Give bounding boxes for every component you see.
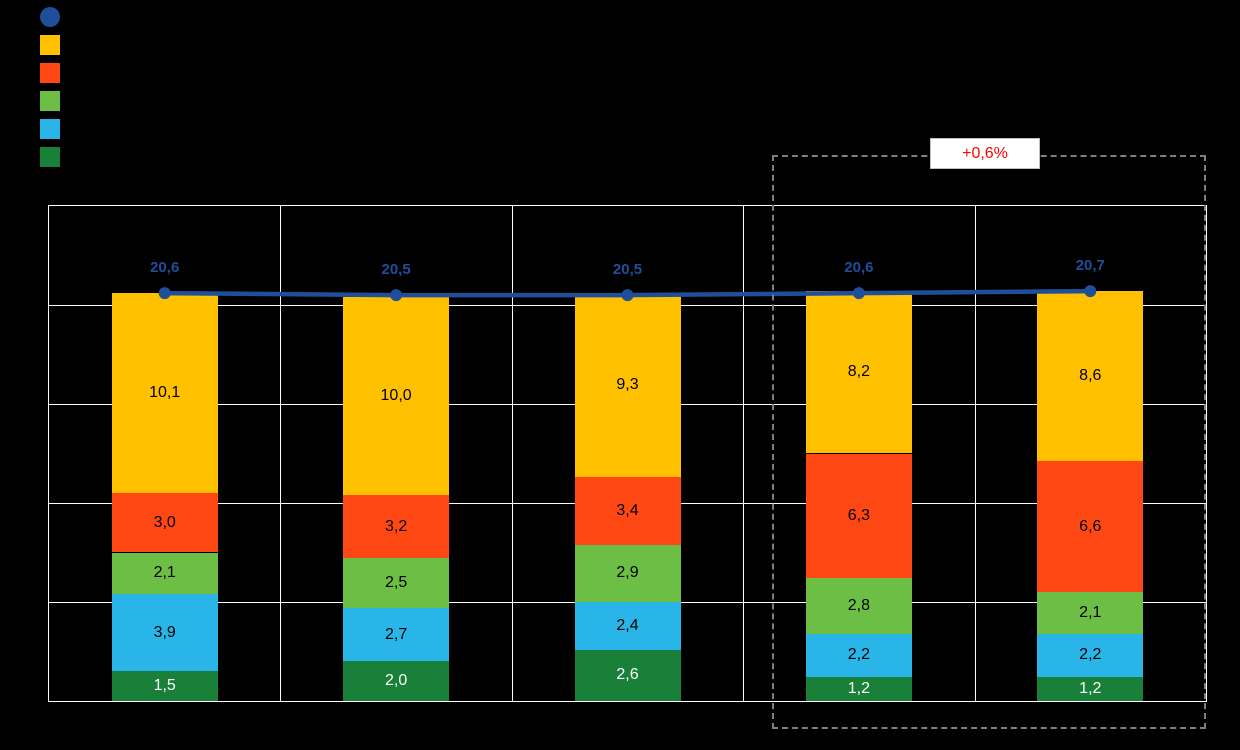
bar-segment-value: 2,0	[384, 672, 408, 690]
bar-segment-value: 2,2	[847, 646, 871, 664]
delta-annotation-label: +0,6%	[962, 144, 1008, 162]
plot-area: 1,5 3,9 2,1 3,0 10,1 2,0 2,7 2,5 3,2 10,0 2,6 2,4 2,…	[48, 205, 1207, 702]
bar-segment-value: 3,4	[616, 501, 639, 519]
gridline-vertical	[743, 206, 745, 701]
bar-segment-dark-green: 2,6	[574, 649, 681, 701]
total-line-marker	[621, 289, 634, 302]
bar-segment-value: 3,9	[153, 623, 176, 641]
bar-segment-green: 2,5	[343, 558, 450, 608]
bar-segment-light-blue: 2,7	[343, 607, 450, 662]
bar-segment-value: 2,9	[616, 564, 639, 582]
orange-series-swatch	[40, 63, 60, 83]
bar-segment-value: 2,8	[847, 596, 871, 614]
bar-segment-green: 2,1	[1037, 592, 1144, 634]
chart-legend	[40, 7, 62, 175]
bar-segment-dark-green: 1,2	[805, 677, 912, 701]
darkgreen-series-swatch	[40, 147, 60, 167]
bar-segment-orange: 3,2	[343, 495, 450, 559]
bar-segment-value: 1,2	[1079, 680, 1102, 698]
bar-segment-value: 3,2	[384, 517, 408, 535]
bar-segment-value: 2,4	[616, 616, 639, 634]
bar-segment-dark-green: 1,5	[111, 671, 218, 701]
delta-annotation: +0,6%	[930, 138, 1040, 169]
bar-segment-value: 10,1	[149, 384, 181, 402]
bar-segment-yellow: 10,0	[343, 297, 450, 496]
bar-segment-yellow: 8,6	[1037, 291, 1144, 462]
total-line-value: 20,5	[381, 261, 411, 279]
total-line-value: 20,6	[844, 259, 874, 277]
bar-segment-value: 3,0	[153, 513, 176, 531]
total-line-value: 20,6	[150, 259, 180, 277]
gridline-vertical	[974, 206, 976, 701]
bar-segment-yellow: 8,2	[805, 291, 912, 454]
bar-segment-yellow: 10,1	[111, 293, 218, 494]
bar-segment-value: 8,2	[847, 363, 871, 381]
line-series-swatch	[40, 7, 60, 27]
bar-segment-orange: 6,3	[805, 453, 912, 579]
bar-segment-value: 2,6	[616, 666, 639, 684]
gridline-vertical	[511, 206, 513, 701]
yellow-series-swatch	[40, 35, 60, 55]
bar-segment-value: 2,7	[384, 625, 408, 643]
total-line-marker	[852, 287, 865, 300]
bar-segment-value: 1,2	[847, 680, 871, 698]
total-line-marker	[1084, 285, 1097, 298]
bar-segment-value: 10,0	[380, 387, 412, 405]
bar-segment-light-blue: 2,2	[805, 633, 912, 678]
bar-segment-orange: 6,6	[1037, 461, 1144, 593]
bar-segment-value: 6,6	[1079, 517, 1102, 535]
total-line-value: 20,7	[1075, 257, 1105, 275]
bar-segment-orange: 3,4	[574, 477, 681, 545]
bar-segment-green: 2,1	[111, 552, 218, 595]
bar-segment-orange: 3,0	[111, 493, 218, 553]
bar-segment-value: 2,1	[153, 564, 176, 582]
bar-segment-green: 2,9	[574, 544, 681, 602]
bar-segment-light-blue: 2,4	[574, 602, 681, 650]
bar-segment-value: 1,5	[153, 677, 176, 695]
total-line-marker	[158, 287, 171, 300]
highlight-region	[772, 155, 1206, 729]
bar-segment-value: 9,3	[616, 376, 639, 394]
bar-segment-value: 6,3	[847, 506, 871, 524]
bar-segment-value: 2,1	[1079, 603, 1102, 621]
bar-segment-dark-green: 1,2	[1037, 677, 1144, 701]
total-line-value: 20,5	[612, 261, 643, 279]
total-line-marker	[390, 289, 403, 302]
bar-segment-value: 2,2	[1079, 646, 1102, 664]
total-line	[158, 285, 1097, 302]
bar-segment-dark-green: 2,0	[343, 661, 450, 701]
gridline-vertical	[280, 206, 282, 701]
bar-segment-light-blue: 2,2	[1037, 633, 1144, 678]
bar-segment-value: 2,5	[384, 574, 408, 592]
green-series-swatch	[40, 91, 60, 111]
bar-segment-value: 8,6	[1079, 367, 1102, 385]
bar-segment-light-blue: 3,9	[111, 594, 218, 672]
lightblue-series-swatch	[40, 119, 60, 139]
bar-segment-yellow: 9,3	[574, 293, 681, 478]
bar-segment-green: 2,8	[805, 578, 912, 634]
